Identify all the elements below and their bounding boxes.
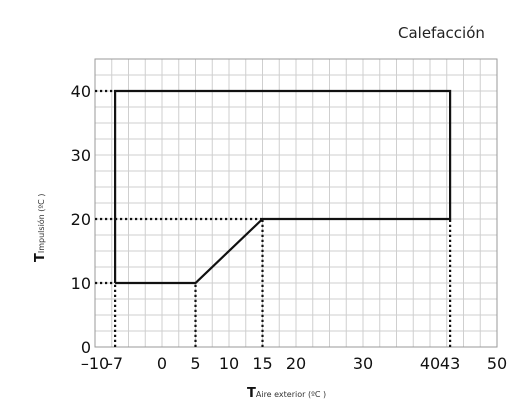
y-tick-label: 10 — [71, 274, 91, 293]
x-tick-label: -7 — [107, 354, 123, 373]
y-tick-label: 0 — [81, 338, 91, 357]
plot-frame — [94, 58, 498, 348]
operating-range-line — [113, 89, 452, 285]
x-tick-label: 43 — [440, 354, 460, 373]
x-tick-label: –10 — [81, 354, 109, 373]
x-axis-label: TAire exterior (ºC ) — [247, 386, 326, 401]
x-tick-label: 10 — [219, 354, 239, 373]
x-tick-label: 30 — [353, 354, 373, 373]
x-axis-label-main: T — [247, 386, 256, 401]
x-tick-label: 40 — [420, 354, 440, 373]
reference-lines — [95, 89, 452, 347]
x-tick-label: 50 — [487, 354, 507, 373]
x-tick-label: 5 — [190, 354, 200, 373]
y-axis-label-sub: Impulsión (ºC ) — [36, 194, 46, 254]
x-tick-label: 15 — [252, 354, 272, 373]
y-axis-label: TImpulsión (ºC ) — [33, 194, 48, 262]
series — [113, 89, 452, 285]
y-axis-label-main: T — [33, 253, 48, 262]
x-tick-label: 20 — [286, 354, 306, 373]
x-axis-label-sub: Aire exterior (ºC ) — [256, 390, 326, 399]
chart-title: Calefacción — [398, 24, 485, 42]
y-axis-ticks: 0 10 20 30 40 — [71, 82, 91, 357]
y-tick-label: 30 — [71, 146, 91, 165]
y-tick-label: 40 — [71, 82, 91, 101]
x-tick-label: 0 — [157, 354, 167, 373]
y-tick-label: 20 — [71, 210, 91, 229]
x-axis-ticks: –10-7 0 5 10 15 20 30 40 43 50 — [81, 354, 507, 373]
grid — [94, 58, 498, 348]
